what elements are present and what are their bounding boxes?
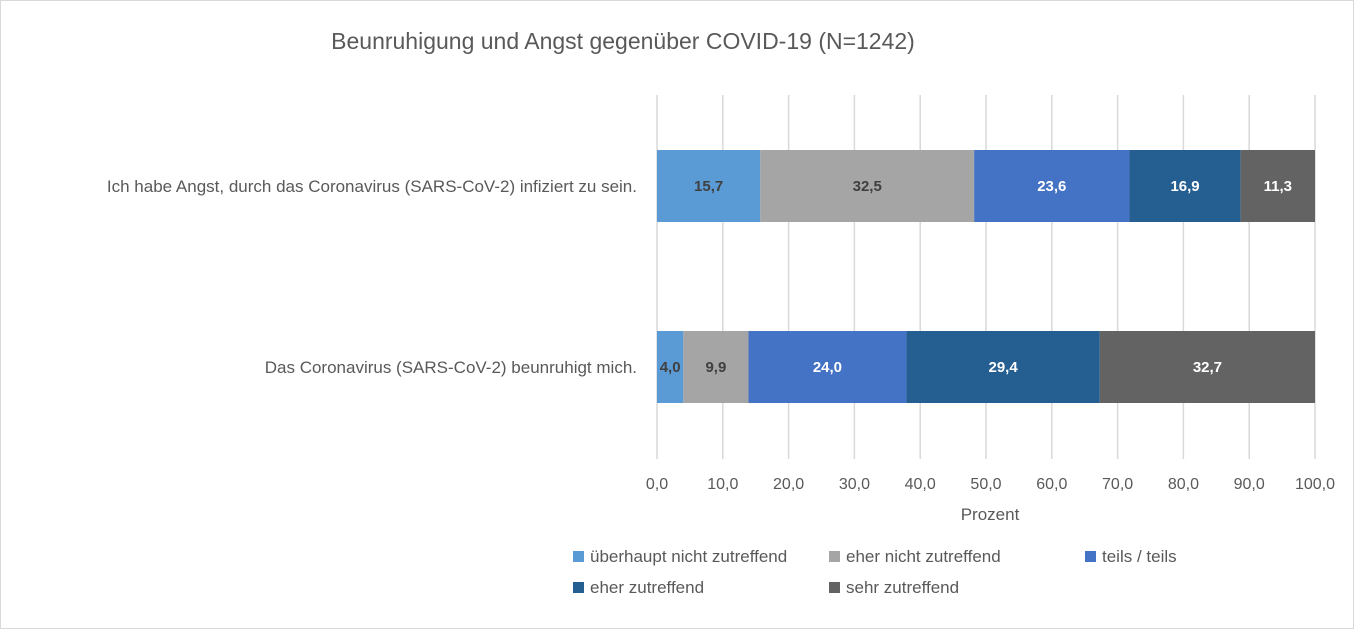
category-label: Das Coronavirus (SARS-CoV-2) beunruhigt … [265, 358, 637, 377]
legend-swatch [1085, 551, 1096, 562]
legend-swatch [829, 551, 840, 562]
x-tick-label: 90,0 [1234, 476, 1265, 493]
bar-segment [748, 331, 907, 403]
x-axis-ticks: 0,0 10,0 20,0 30,0 40,0 50,0 60,0 70,0 80,0 90,0 1… [646, 476, 1335, 493]
x-tick-label: 30,0 [839, 476, 870, 493]
bar-segment [657, 331, 684, 403]
data-label: 4,0 [660, 359, 681, 376]
legend-item: eher nicht zutreffend [829, 547, 1001, 566]
bar-segment [974, 150, 1130, 222]
bar-segment [683, 331, 749, 403]
x-tick-label: 10,0 [707, 476, 738, 493]
data-label: 29,4 [989, 359, 1019, 376]
category-label: Ich habe Angst, durch das Coronavirus (S… [107, 177, 637, 196]
bar-segment [760, 150, 975, 222]
legend-label: sehr zutreffend [846, 578, 959, 597]
legend-item: teils / teils [1085, 547, 1177, 566]
legend-swatch [573, 551, 584, 562]
data-label: 16,9 [1170, 178, 1199, 195]
x-tick-label: 80,0 [1168, 476, 1199, 493]
legend-item: überhaupt nicht zutreffend [573, 547, 787, 566]
bars [657, 150, 1315, 403]
x-tick-label: 0,0 [646, 476, 668, 493]
data-label: 24,0 [813, 359, 842, 376]
data-label: 9,9 [705, 359, 726, 376]
data-label: 32,5 [853, 178, 882, 195]
chart-title: Beunruhigung und Angst gegenüber COVID-1… [331, 28, 915, 54]
legend-item: sehr zutreffend [829, 578, 959, 597]
x-tick-label: 70,0 [1102, 476, 1133, 493]
x-tick-label: 100,0 [1295, 476, 1335, 493]
bar-segment [1240, 150, 1315, 222]
legend-item: eher zutreffend [573, 578, 704, 597]
data-label: 32,7 [1193, 359, 1222, 376]
legend-label: überhaupt nicht zutreffend [590, 547, 787, 566]
data-labels: 15,7 32,5 23,6 16,9 11,3 4,0 9,9 24,0 29,4 32,7 [660, 178, 1292, 376]
legend-label: eher nicht zutreffend [846, 547, 1001, 566]
bar-segment [1099, 331, 1315, 403]
legend-swatch [573, 582, 584, 593]
x-axis-title: Prozent [961, 505, 1020, 524]
data-label: 23,6 [1037, 178, 1066, 195]
bar-segment [657, 150, 761, 222]
data-label: 15,7 [694, 178, 723, 195]
legend: überhaupt nicht zutreffend eher nicht zut… [573, 547, 1177, 597]
legend-swatch [829, 582, 840, 593]
x-tick-label: 60,0 [1036, 476, 1067, 493]
x-tick-label: 20,0 [773, 476, 804, 493]
data-label: 11,3 [1264, 178, 1292, 195]
bar-segment [906, 331, 1100, 403]
x-tick-label: 50,0 [970, 476, 1001, 493]
bar-segment [1129, 150, 1241, 222]
gridlines [656, 95, 1316, 459]
x-tick-label: 40,0 [905, 476, 936, 493]
legend-label: teils / teils [1102, 547, 1177, 566]
legend-label: eher zutreffend [590, 578, 704, 597]
category-axis: Ich habe Angst, durch das Coronavirus (S… [107, 177, 637, 377]
